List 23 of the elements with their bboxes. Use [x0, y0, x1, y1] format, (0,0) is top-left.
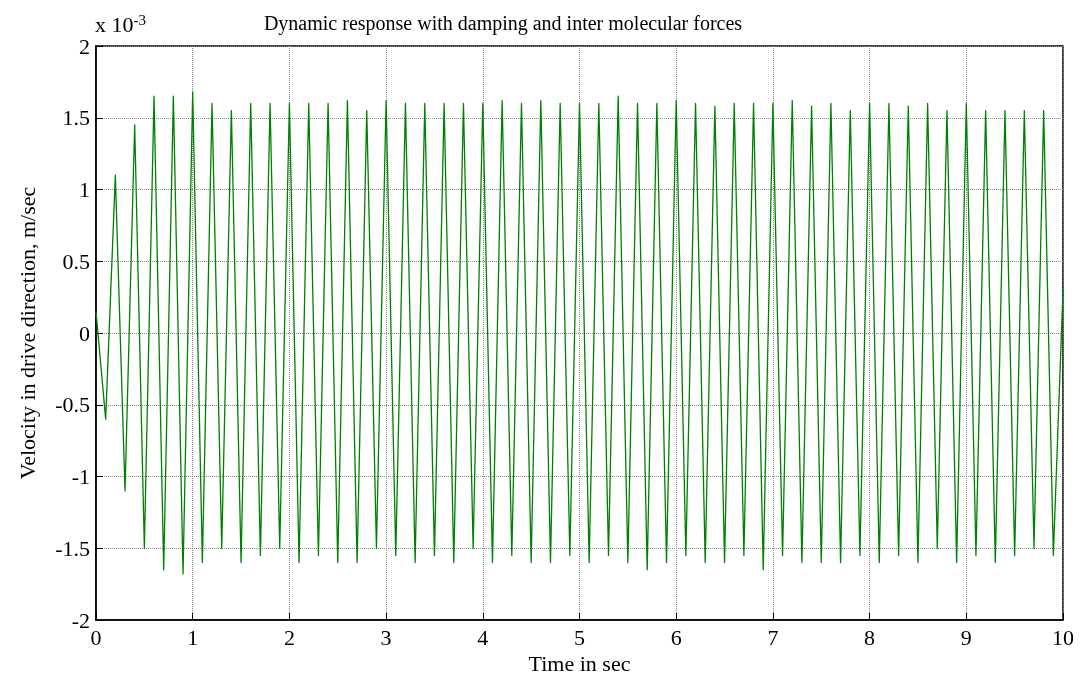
x-tick-label: 9 [960, 624, 972, 650]
x-tick-label: 2 [283, 624, 295, 650]
x-tick-label: 3 [380, 624, 392, 650]
y-tick-label: 1.5 [62, 105, 90, 131]
x-tick-label: 7 [767, 624, 779, 650]
y-tick-label: 2 [79, 33, 90, 59]
y-tick-label: 0 [79, 320, 90, 346]
y-tick-label: -1 [71, 464, 90, 489]
x-tick-label: 5 [574, 624, 585, 650]
y-tick-label: 0.5 [62, 248, 90, 274]
x-tick-label: 6 [670, 624, 682, 650]
x-tick-label: 4 [477, 624, 489, 650]
y-tick-label: -2 [71, 607, 90, 633]
y-tick-label: 1 [79, 177, 90, 202]
y-axis-title: Velocity in drive direction, m/sec [14, 186, 40, 480]
x-axis-title: Time in sec [528, 651, 631, 677]
chart-title: Dynamic response with damping and inter molecular forces [263, 12, 743, 35]
y-tick-label: -1.5 [55, 535, 90, 561]
line-series [95, 91, 1064, 575]
x-tick-label: 8 [864, 624, 876, 650]
x-tick-label: 1 [187, 624, 199, 650]
y-tick-label: -0.5 [55, 392, 90, 418]
x-tick-label: 10 [1052, 624, 1074, 650]
